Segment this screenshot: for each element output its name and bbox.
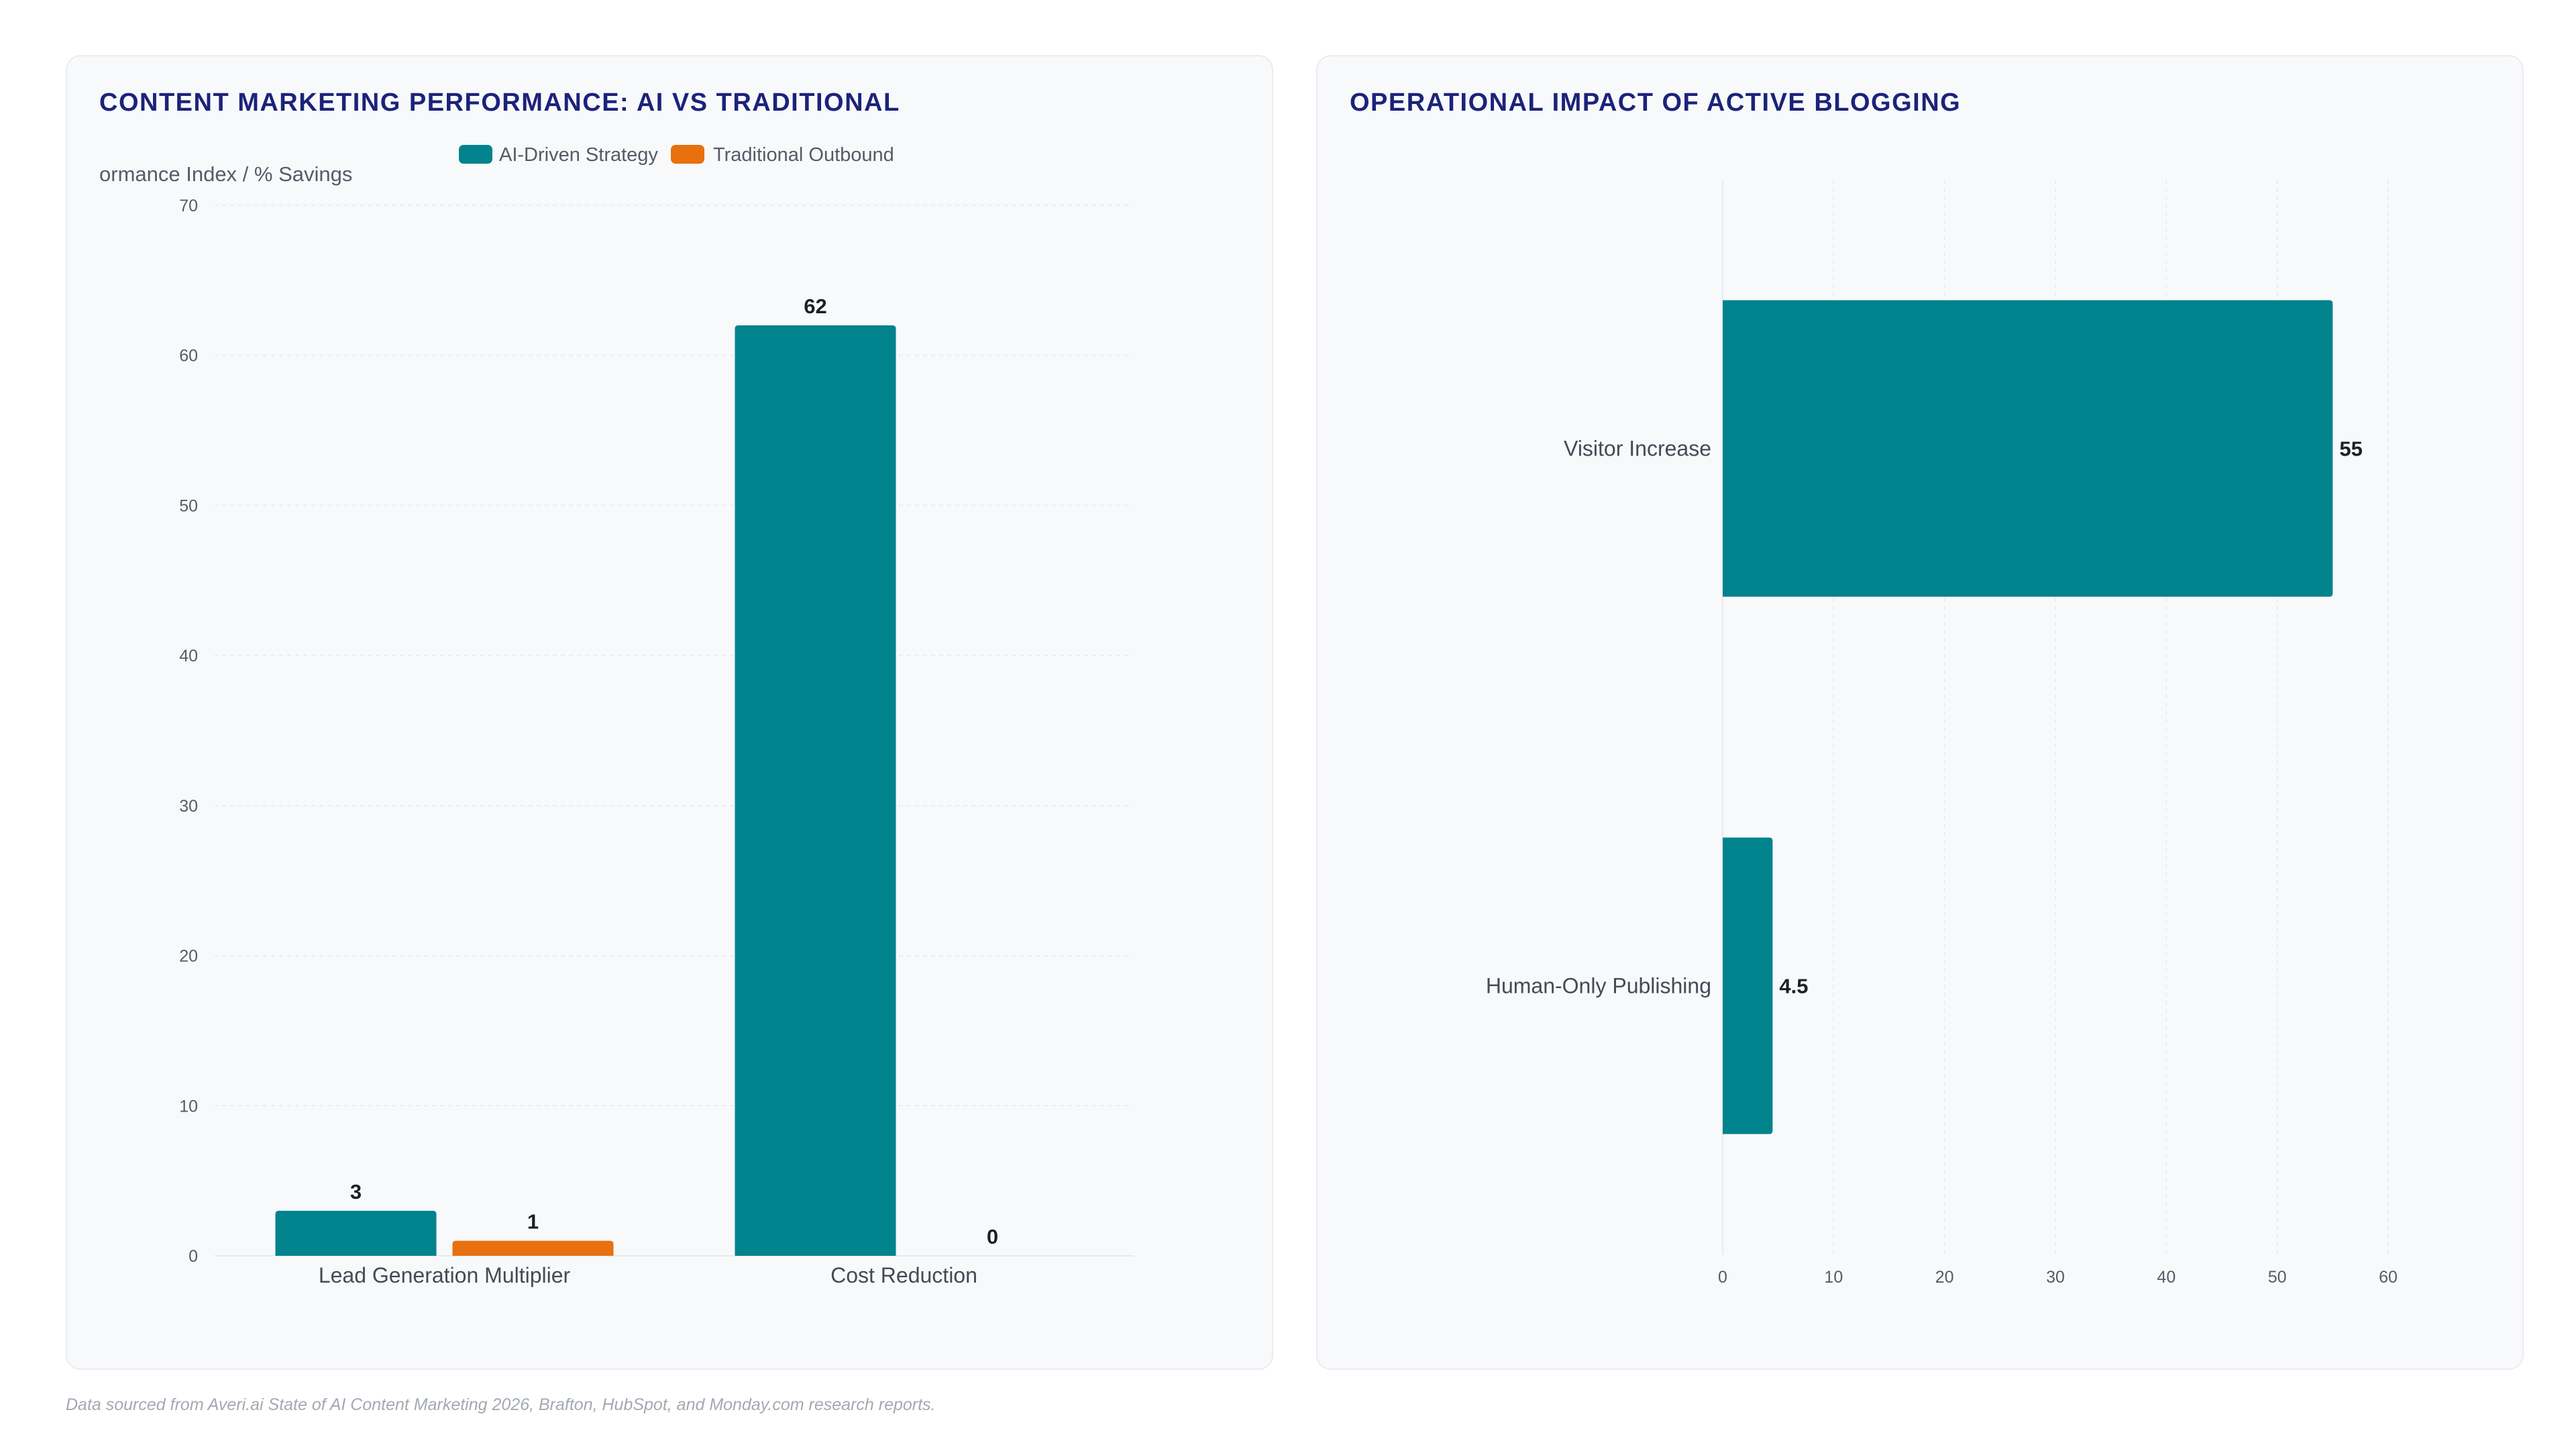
bar-value-label: 0	[987, 1225, 998, 1248]
bar-value-label: 1	[527, 1210, 539, 1234]
x-tick-label: 50	[2268, 1268, 2287, 1287]
x-tick-label: 60	[2379, 1268, 2398, 1287]
x-tick-label: 30	[2046, 1268, 2065, 1287]
y-axis-label: ormance Index / % Savings	[99, 162, 352, 186]
x-tick-label: 10	[1824, 1268, 1843, 1287]
performance-chart-card: CONTENT MARKETING PERFORMANCE: AI VS TRA…	[66, 55, 1273, 1370]
blogging-impact-chart-card: OPERATIONAL IMPACT OF ACTIVE BLOGGING 0 1…	[1316, 55, 2524, 1370]
y-category-label: Visitor Increase	[1564, 437, 1711, 461]
legend-label: Traditional Outbound	[713, 144, 894, 166]
y-tick-label: 10	[179, 1097, 198, 1116]
x-category-label: Lead Generation Multiplier	[319, 1263, 571, 1287]
legend-swatch	[459, 145, 492, 164]
y-tick-label: 20	[179, 947, 198, 966]
legend-swatch	[671, 145, 704, 164]
legend-label: AI-Driven Strategy	[499, 144, 658, 166]
y-tick-label: 30	[179, 797, 198, 816]
chart-title: OPERATIONAL IMPACT OF ACTIVE BLOGGING	[1350, 89, 1962, 117]
y-tick-label: 70	[179, 197, 198, 215]
x-category-label: Cost Reduction	[830, 1263, 977, 1287]
bar-value-label: 3	[350, 1180, 362, 1203]
bar	[1723, 300, 2333, 597]
blogging-impact-bar-chart: 0 10 20 30 40 50 60 55 Visitor Increase 4.5 Human-…	[1486, 180, 2398, 1287]
x-tick-label: 40	[2157, 1268, 2176, 1287]
bar-value-label: 62	[804, 294, 826, 318]
bar	[452, 1240, 614, 1256]
bar-value-label: 55	[2339, 437, 2362, 461]
source-note: Data sourced from Averi.ai State of AI C…	[66, 1395, 936, 1414]
chart-title: CONTENT MARKETING PERFORMANCE: AI VS TRA…	[99, 89, 900, 117]
y-tick-label: 50	[179, 496, 198, 515]
y-tick-label: 40	[179, 647, 198, 665]
y-tick-label: 60	[179, 347, 198, 366]
x-tick-label: 0	[1718, 1268, 1727, 1287]
y-category-label: Human-Only Publishing	[1486, 974, 1711, 998]
bar	[1723, 837, 1773, 1134]
x-tick-label: 20	[1935, 1268, 1954, 1287]
bar	[275, 1210, 437, 1256]
bar-value-label: 4.5	[1779, 975, 1808, 998]
bar	[735, 325, 896, 1256]
y-tick-label: 0	[189, 1247, 198, 1266]
